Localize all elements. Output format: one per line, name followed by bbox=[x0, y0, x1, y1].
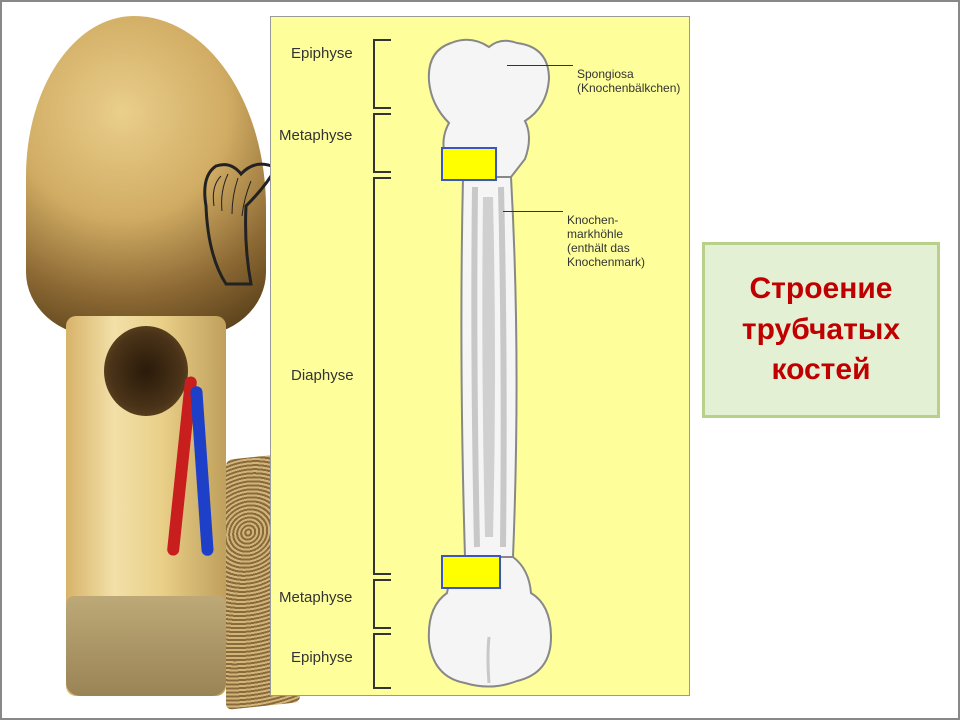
title-box: Строение трубчатых костей bbox=[702, 242, 940, 418]
bracket-epiphyse-top bbox=[373, 39, 375, 109]
label-markhoehle: Knochen- markhöhle (enthält das Knochenm… bbox=[567, 213, 645, 269]
label-metaphyse-top: Metaphyse bbox=[279, 127, 352, 144]
label-metaphyse-bottom: Metaphyse bbox=[279, 589, 352, 606]
bone-diagram-panel: Epiphyse Metaphyse Diaphyse Metaphyse Ep… bbox=[270, 16, 690, 696]
title-line1: Строение bbox=[750, 272, 893, 305]
callout-line-spongiosa bbox=[507, 65, 573, 66]
label-markhoehle-line4: Knochenmark) bbox=[567, 255, 645, 269]
label-spongiosa-line1: Spongiosa bbox=[577, 67, 634, 81]
femur-cut-section bbox=[66, 596, 226, 696]
label-epiphyse-top: Epiphyse bbox=[291, 45, 353, 62]
medullary-cavity-opening bbox=[104, 326, 188, 416]
label-spongiosa: Spongiosa (Knochenbälkchen) bbox=[577, 67, 680, 95]
label-markhoehle-line1: Knochen- bbox=[567, 213, 618, 227]
long-bone-svg bbox=[421, 37, 561, 689]
bracket-metaphyse-bottom bbox=[373, 579, 375, 629]
left-illustration-panel bbox=[26, 16, 266, 696]
label-spongiosa-line2: (Knochenbälkchen) bbox=[577, 81, 680, 95]
label-diaphyse: Diaphyse bbox=[291, 367, 354, 384]
title-line3: костей bbox=[771, 353, 870, 386]
bracket-metaphyse-top bbox=[373, 113, 375, 173]
label-markhoehle-line3: (enthält das bbox=[567, 241, 630, 255]
growth-plate-box-top bbox=[441, 147, 497, 181]
title-line2: трубчатых bbox=[742, 313, 900, 346]
label-epiphyse-bottom: Epiphyse bbox=[291, 649, 353, 666]
bracket-epiphyse-bottom bbox=[373, 633, 375, 689]
callout-line-markhoehle bbox=[503, 211, 563, 212]
slide-container: Epiphyse Metaphyse Diaphyse Metaphyse Ep… bbox=[0, 0, 960, 720]
title-text: Строение трубчатых костей bbox=[742, 269, 900, 391]
growth-plate-box-bottom bbox=[441, 555, 501, 589]
bracket-diaphyse bbox=[373, 177, 375, 575]
label-markhoehle-line2: markhöhle bbox=[567, 227, 623, 241]
